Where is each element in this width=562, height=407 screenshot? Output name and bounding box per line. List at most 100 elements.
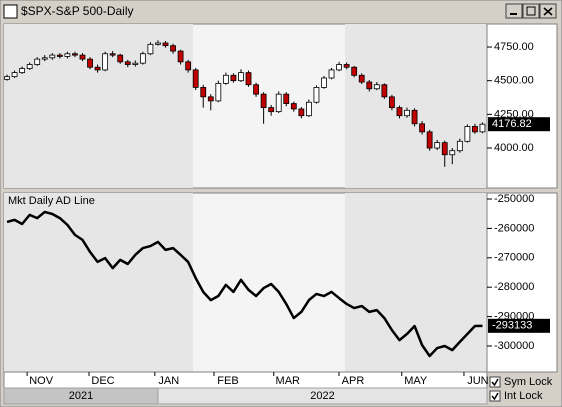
- candle-body: [449, 150, 456, 156]
- y-tick-label: -260000: [494, 222, 534, 234]
- title-bar: [1, 1, 561, 22]
- candle-body: [268, 107, 275, 113]
- last-value-box: [488, 318, 550, 333]
- x-tick-label: JAN: [158, 375, 179, 387]
- candle-body: [185, 61, 192, 71]
- y-tick-label: 4500.00: [494, 75, 534, 87]
- x-tick-label: APR: [342, 375, 365, 387]
- y-tick-label: 4000.00: [494, 142, 534, 154]
- candle-body: [79, 54, 86, 60]
- x-tick-label: MAY: [404, 375, 428, 387]
- candle-body: [456, 140, 463, 152]
- candle-body: [19, 68, 26, 74]
- candle-body: [404, 109, 410, 117]
- candle-body: [245, 72, 252, 86]
- candle-body: [464, 126, 471, 142]
- maximize-icon: [526, 6, 536, 16]
- candle-body: [238, 72, 244, 82]
- y-tick-label: -300000: [494, 340, 534, 352]
- check: [491, 378, 499, 387]
- window-buttons[interactable]: [505, 3, 557, 19]
- y-tick-label: 4750.00: [494, 41, 534, 53]
- y-tick-label: -270000: [494, 252, 534, 264]
- candle-body: [283, 93, 290, 104]
- candle-body: [396, 107, 403, 117]
- candle-body: [41, 57, 48, 60]
- candle-body: [177, 50, 184, 63]
- candle-body: [411, 109, 418, 125]
- candle-body: [321, 77, 327, 88]
- checkbox[interactable]: [489, 376, 501, 388]
- candle-body: [4, 76, 10, 80]
- candle-body: [275, 93, 282, 113]
- price-axis: [486, 23, 558, 189]
- candle-body: [109, 53, 116, 56]
- candle-body: [192, 69, 199, 88]
- candle-body: [472, 126, 478, 133]
- window-title: $SPX-S&P 500-Daily: [21, 4, 134, 18]
- candle-body: [419, 123, 425, 133]
- candle-body: [34, 58, 41, 65]
- candle-body: [351, 66, 358, 76]
- candle-body: [56, 54, 63, 57]
- candle-body: [313, 87, 320, 103]
- candle-body: [139, 53, 146, 64]
- candle-body: [253, 84, 259, 95]
- int-lock[interactable]: Int Lock: [489, 390, 543, 402]
- candle-body: [426, 131, 433, 149]
- y-tick-label: -250000: [494, 193, 534, 205]
- candle-body: [373, 84, 380, 90]
- checkbox-label: Sym Lock: [504, 376, 553, 388]
- close-icon: [543, 7, 553, 16]
- candle-body: [124, 61, 131, 65]
- candle-body: [87, 58, 93, 68]
- candle-body: [102, 53, 109, 71]
- candle-body: [441, 142, 448, 156]
- candle-body: [298, 108, 305, 117]
- ad-line: [6, 210, 483, 358]
- candle-body: [336, 64, 342, 71]
- candle-body: [389, 96, 395, 109]
- year-band: [157, 387, 488, 405]
- sym-lock[interactable]: Sym Lock: [489, 376, 553, 388]
- candle-body: [117, 54, 124, 63]
- last-value-label: 4176.82: [492, 118, 532, 130]
- candle-body: [207, 96, 214, 102]
- checkbox[interactable]: [489, 390, 501, 402]
- month-shade: [4, 193, 193, 372]
- y-tick-label: -280000: [494, 281, 534, 293]
- candle-body: [147, 43, 154, 55]
- x-tick-label: FEB: [217, 375, 238, 387]
- check: [491, 392, 499, 401]
- candle-body: [290, 103, 297, 110]
- x-tick-label: DEC: [91, 375, 114, 387]
- candle-body: [358, 74, 365, 83]
- candle-body: [155, 42, 161, 45]
- last-value-box: [488, 117, 550, 132]
- candle-body: [381, 84, 388, 98]
- candle-body: [215, 82, 222, 102]
- panel-title: Mkt Daily AD Line: [8, 195, 95, 207]
- maximize-button[interactable]: [522, 3, 540, 19]
- candle-body: [170, 45, 176, 52]
- candle-body: [72, 53, 78, 56]
- last-value-label: -293133: [492, 320, 532, 332]
- candle-body: [343, 64, 350, 68]
- candle-body: [328, 69, 335, 79]
- candle-body: [305, 101, 312, 117]
- month-shade: [4, 24, 193, 188]
- month-shade: [345, 24, 487, 188]
- candle-body: [64, 53, 71, 57]
- minimize-button[interactable]: [505, 3, 523, 19]
- candle-body: [434, 142, 441, 149]
- candle-body: [162, 42, 169, 47]
- candle-body: [366, 81, 373, 90]
- candle-body: [479, 123, 486, 133]
- candle-body: [230, 74, 237, 82]
- candle-body: [94, 66, 101, 71]
- month-shade: [345, 193, 487, 372]
- candle-body: [26, 64, 33, 69]
- candle-body: [222, 74, 229, 84]
- x-tick-label: MAR: [276, 375, 301, 387]
